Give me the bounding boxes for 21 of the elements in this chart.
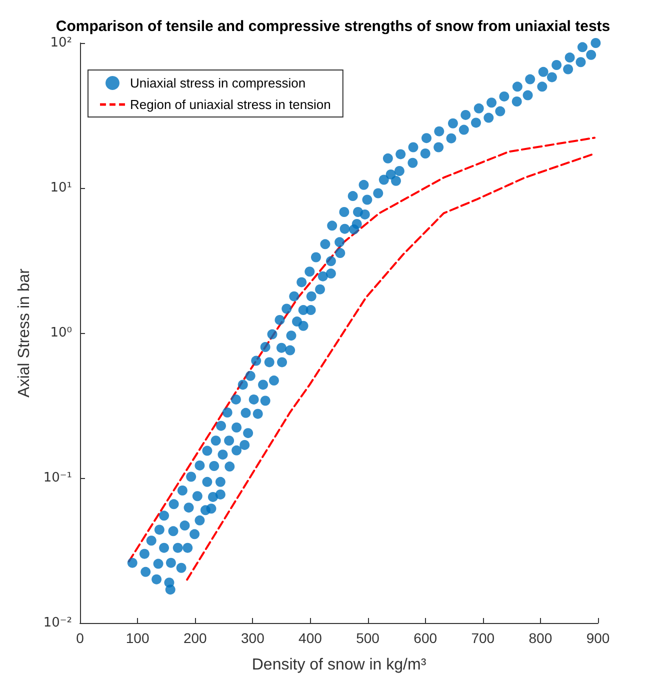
x-tick-label: 500	[356, 630, 380, 646]
x-tick-label: 800	[528, 630, 552, 646]
line-series	[186, 153, 594, 581]
x-tick-label: 400	[298, 630, 322, 646]
y-tick-label: 10⁻¹	[43, 470, 72, 486]
y-tick-label: 10²	[50, 36, 72, 50]
x-tick-label: 300	[240, 630, 265, 646]
x-tick-label: 100	[126, 630, 150, 646]
y-axis-title: Axial Stress in bar	[16, 268, 33, 398]
x-tick-label: 900	[586, 630, 610, 646]
x-tick-label: 700	[471, 630, 495, 646]
x-tick-label: 200	[183, 630, 208, 646]
x-axis-title: Density of snow in kg/m³	[252, 656, 427, 674]
x-tick-label: 0	[76, 630, 84, 646]
legend-label: Uniaxial stress in compression	[130, 76, 306, 90]
x-tick-label: 600	[414, 630, 438, 646]
y-tick-label: 10⁻²	[43, 616, 72, 630]
y-tick-label: 10¹	[50, 180, 72, 196]
legend-label: Region of uniaxial stress in tension	[130, 97, 331, 112]
chart-title: Comparison of tensile and compressive strengths of snow from uniaxial tests	[56, 18, 610, 35]
y-tick-label: 10⁰	[50, 326, 72, 340]
